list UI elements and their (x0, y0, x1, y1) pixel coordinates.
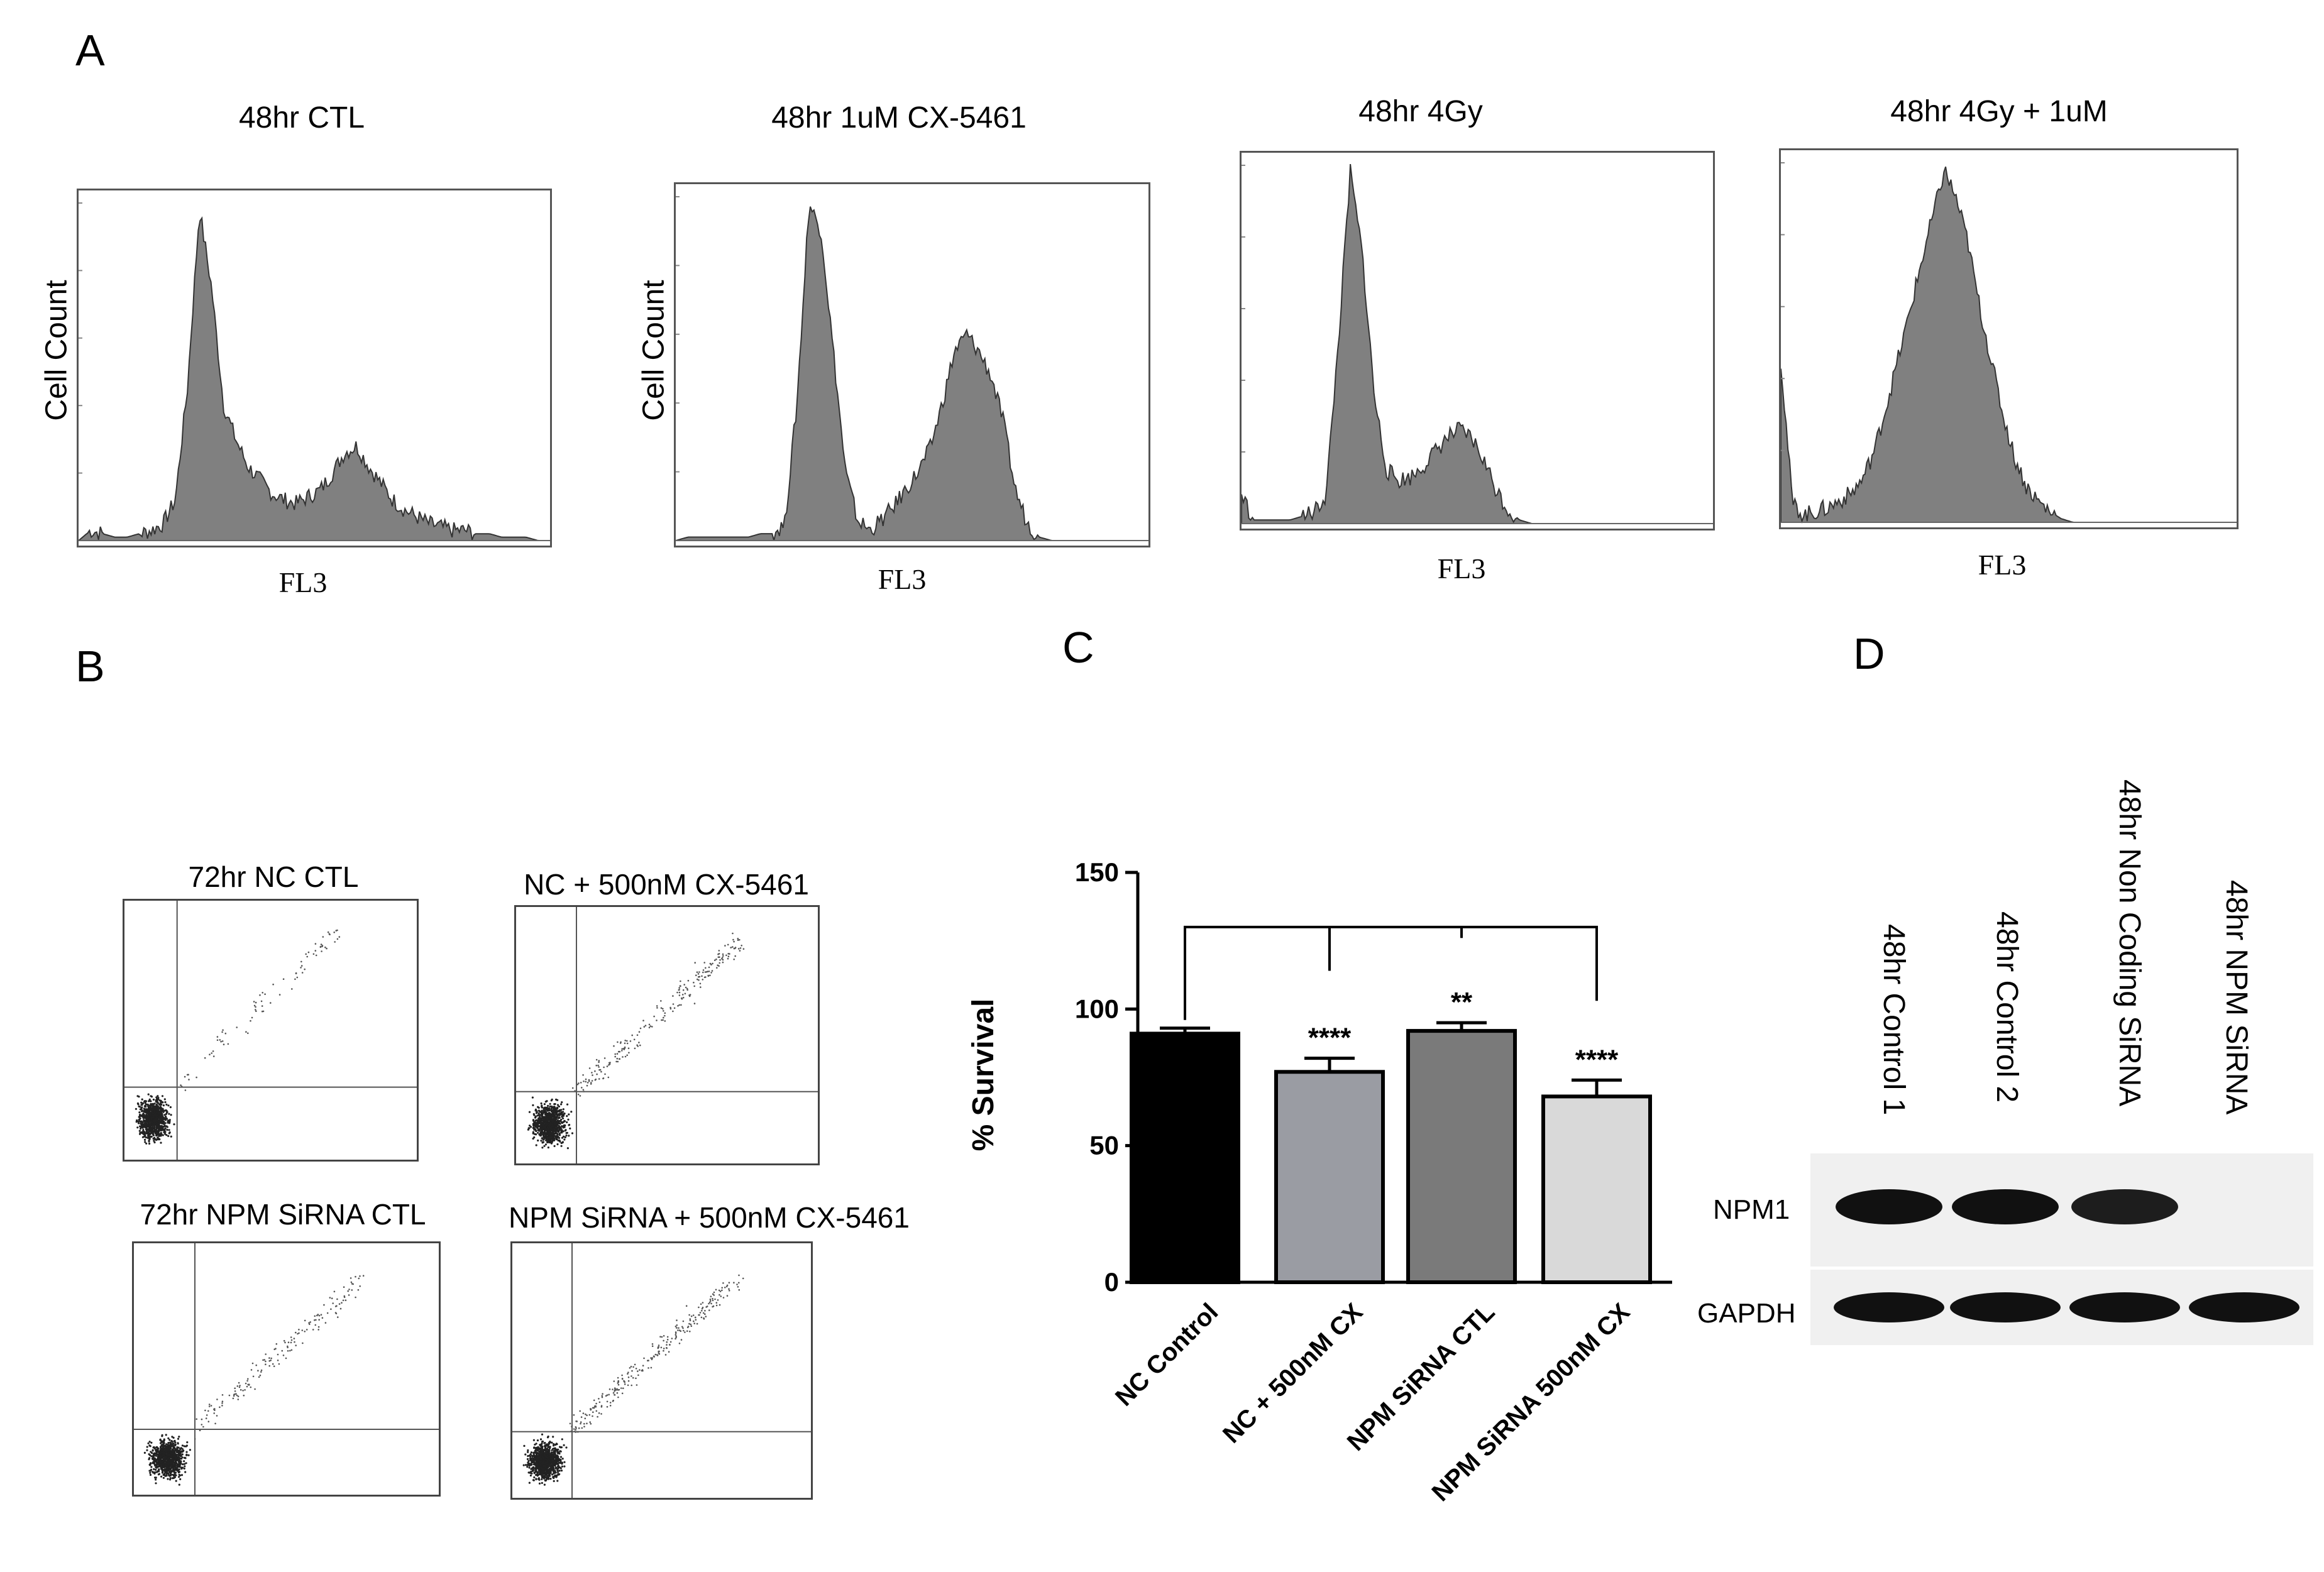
blot-row-label-gapdh: GAPDH (1697, 1298, 1796, 1329)
flow-plot-title: 72hr NC CTL (188, 860, 359, 893)
histogram-plot (674, 182, 1150, 547)
flow-plot-title: NPM SiRNA + 500nM CX-5461 (509, 1201, 910, 1234)
flow-plot-svg (134, 1243, 439, 1495)
blot-row-label-npm1: NPM1 (1713, 1194, 1790, 1225)
histogram-plot (1240, 151, 1715, 530)
flow-plot-svg (124, 901, 417, 1160)
histogram-plot (77, 189, 552, 547)
chart-y-tick-label: 0 (1104, 1267, 1119, 1297)
event-dots (522, 1274, 744, 1486)
error-bar (1160, 1026, 1210, 1034)
chart-y-tick-label: 150 (1075, 857, 1119, 887)
panel-letter-d: D (1853, 629, 1885, 678)
bar (1541, 1094, 1652, 1284)
flow-plot-svg (516, 907, 818, 1163)
histogram-xlabel: FL3 (1437, 552, 1486, 585)
chart-y-tick-label: 100 (1075, 994, 1119, 1023)
gapdh-band (2069, 1292, 2180, 1322)
histogram-xlabel: FL3 (878, 563, 927, 595)
histogram-title: 48hr 4Gy + 1uM (1890, 95, 2108, 128)
panel-letter-a: A (75, 26, 105, 75)
event-dots (143, 1275, 365, 1486)
event-dots (527, 932, 745, 1150)
flow-plot-area (123, 899, 419, 1162)
bar (1130, 1031, 1240, 1285)
npm1-band (1836, 1189, 1942, 1224)
gapdh-band (1950, 1292, 2061, 1322)
flow-plot-area (510, 1241, 813, 1500)
histogram-xlabel: FL3 (278, 566, 328, 598)
error-bar (1304, 1057, 1355, 1072)
chart-y-axis-label: % Survival (967, 999, 1000, 1152)
flow-plot-area (514, 905, 820, 1165)
bar (1274, 1070, 1385, 1284)
flow-plot-title: NC + 500nM CX-5461 (524, 868, 809, 901)
significance-label: **** (1308, 1023, 1352, 1053)
histogram-plot (1779, 148, 2239, 529)
significance-label: ** (1451, 987, 1473, 1018)
gapdh-band (2189, 1292, 2299, 1322)
gapdh-band (1834, 1292, 1944, 1322)
error-bar (1572, 1078, 1622, 1097)
histogram-distribution (79, 216, 550, 541)
histogram-svg (1242, 163, 1713, 524)
histogram-xlabel: FL3 (1978, 549, 2027, 581)
bar (1406, 1029, 1517, 1285)
histogram-svg (1781, 162, 2237, 524)
histogram-svg (79, 202, 550, 541)
histogram-title: 48hr 1uM CX-5461 (771, 101, 1027, 135)
chart-y-tick-label: 50 (1089, 1131, 1119, 1160)
histogram-title: 48hr 4Gy (1358, 95, 1483, 128)
significance-label: **** (1575, 1044, 1619, 1075)
significance-bracket (1184, 925, 1598, 1020)
flow-plot-svg (512, 1243, 811, 1498)
flow-plot-area (132, 1241, 441, 1497)
npm1-band (1952, 1189, 2059, 1224)
error-bar (1436, 1021, 1487, 1031)
flow-plot-title: 72hr NPM SiRNA CTL (140, 1198, 426, 1231)
npm1-band (2071, 1189, 2178, 1224)
histogram-svg (676, 196, 1148, 541)
panel-letter-b: B (75, 642, 105, 691)
event-dots (135, 929, 341, 1145)
histogram-title: 48hr CTL (238, 101, 365, 135)
panel-letter-c: C (1062, 623, 1094, 672)
